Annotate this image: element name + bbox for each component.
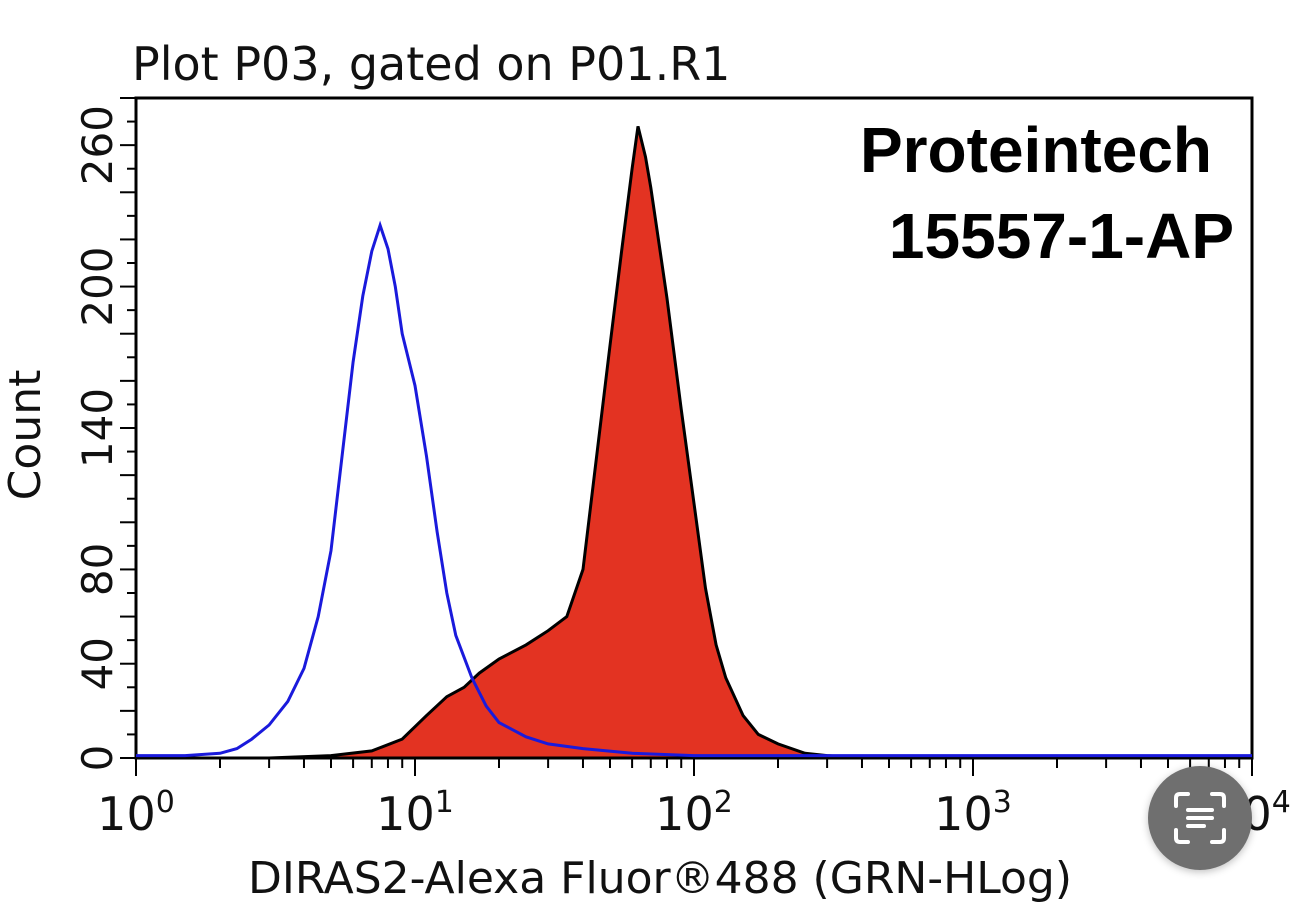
chart-title: Plot P03, gated on P01.R1 (132, 37, 730, 91)
y-tick-label: 260 (73, 105, 122, 185)
series-control-histogram (136, 220, 1252, 758)
x-tick-label: 103 (934, 785, 1012, 841)
y-tick-label: 200 (73, 246, 122, 326)
y-tick-label: 0 (73, 745, 122, 772)
x-axis-label: DIRAS2-Alexa Fluor®488 (GRN-HLog) (248, 853, 1072, 904)
x-tick-label: 102 (655, 785, 733, 841)
plot-area (134, 96, 1254, 760)
x-axis: 100101102103104 (97, 758, 1290, 841)
y-tick-label: 40 (73, 637, 122, 690)
y-axis-label: Count (0, 370, 51, 501)
y-axis: 0 40 80 140 200 260 (73, 97, 136, 772)
text-scan-button[interactable] (1148, 766, 1252, 870)
x-tick-label: 100 (97, 785, 175, 841)
y-tick-label: 140 (73, 388, 122, 468)
series-sample-histogram (136, 125, 1252, 760)
annotation-brand: Proteintech (860, 114, 1212, 186)
y-tick-label: 80 (73, 543, 122, 596)
annotation-catalog-number: 15557-1-AP (889, 200, 1234, 272)
text-scan-icon (1174, 792, 1226, 844)
x-tick-label: 101 (376, 785, 454, 841)
